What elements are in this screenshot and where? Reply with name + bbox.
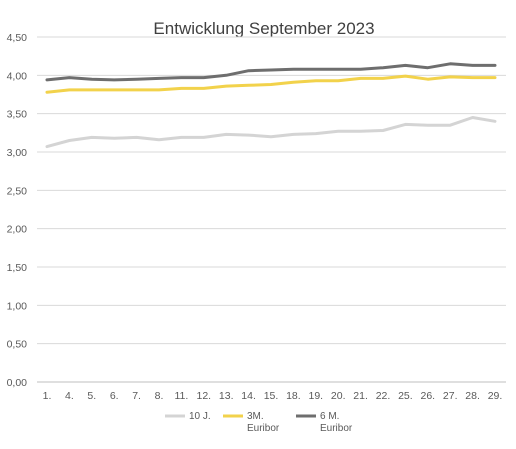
- x-tick-label: 19.: [308, 390, 323, 402]
- x-tick-label: 5.: [87, 390, 96, 402]
- legend-label: 6 M.: [320, 411, 339, 422]
- x-tick-label: 8.: [155, 390, 164, 402]
- x-tick-label: 1.: [43, 390, 52, 402]
- x-tick-label: 20.: [331, 390, 346, 402]
- y-axis-tick-labels: 0,00 0,50 1,00 1,50 2,00 2,50 3,00 3,50 4,00 4,50: [7, 32, 28, 389]
- series-line-3: [45, 62, 497, 82]
- y-tick-label: 3,50: [7, 109, 28, 121]
- x-tick-label: 4.: [65, 390, 74, 402]
- gridlines: [37, 36, 506, 383]
- x-tick-label: 29.: [488, 390, 503, 402]
- y-tick-label: 0,00: [7, 377, 28, 389]
- x-tick-label: 14.: [241, 390, 256, 402]
- y-tick-label: 1,50: [7, 262, 28, 274]
- x-tick-label: 27.: [443, 390, 458, 402]
- x-tick-label: 6.: [110, 390, 119, 402]
- x-tick-label: 7.: [132, 390, 141, 402]
- x-tick-label: 18.: [286, 390, 301, 402]
- y-tick-label: 4,00: [7, 70, 28, 82]
- x-tick-label: 21.: [353, 390, 368, 402]
- x-tick-label: 25.: [398, 390, 413, 402]
- series-lines: [45, 62, 497, 149]
- legend-item: 3M.Euribor: [223, 411, 280, 434]
- chart-title: Entwicklung September 2023: [153, 19, 374, 38]
- y-tick-label: 2,50: [7, 185, 28, 197]
- x-tick-label: 12.: [196, 390, 211, 402]
- legend-item: 6 M.Euribor: [296, 411, 353, 434]
- legend-label: Euribor: [247, 423, 280, 434]
- y-tick-label: 4,50: [7, 32, 28, 44]
- y-tick-label: 3,00: [7, 147, 28, 159]
- x-tick-label: 11.: [174, 390, 188, 402]
- legend-label: 10 J.: [189, 411, 211, 422]
- y-tick-label: 0,50: [7, 339, 28, 351]
- legend-label: Euribor: [320, 423, 353, 434]
- x-tick-label: 22.: [376, 390, 391, 402]
- series-line-1: [45, 116, 497, 149]
- y-tick-label: 2,00: [7, 224, 28, 236]
- x-tick-label: 15.: [264, 390, 279, 402]
- legend-label: 3M.: [247, 411, 264, 422]
- x-tick-label: 13.: [219, 390, 234, 402]
- series-line-2: [45, 74, 497, 94]
- y-tick-label: 1,00: [7, 300, 28, 312]
- legend-item: 10 J.: [165, 411, 211, 422]
- x-tick-label: 28.: [465, 390, 480, 402]
- x-tick-label: 26.: [420, 390, 435, 402]
- x-axis-tick-labels: 1. 4. 5. 6. 7. 8. 11. 12. 13. 14. 15. 18. 19. 20. 21. 2…: [43, 390, 503, 402]
